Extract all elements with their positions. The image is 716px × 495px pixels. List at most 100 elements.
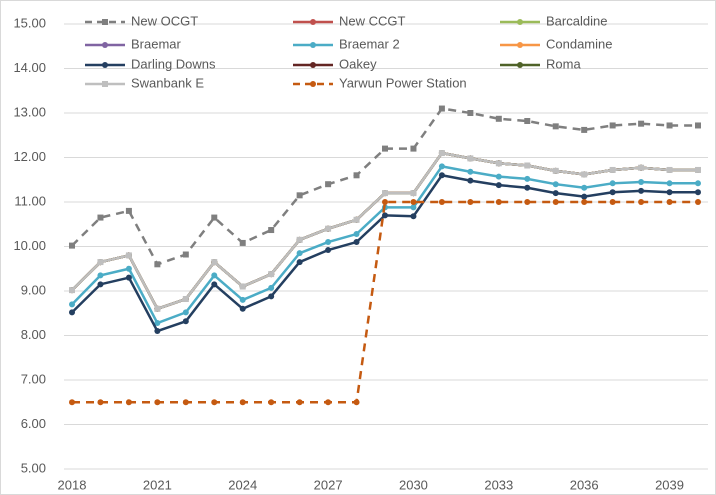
point <box>638 187 645 194</box>
point <box>552 190 559 197</box>
point <box>69 399 75 406</box>
point <box>211 214 218 221</box>
point <box>410 190 417 197</box>
point <box>268 399 275 406</box>
x-tick-label: 2018 <box>58 477 87 492</box>
point <box>438 163 445 170</box>
y-tick-label: 6.00 <box>21 416 46 431</box>
legend-marker <box>102 81 108 87</box>
x-tick-label: 2039 <box>655 477 684 492</box>
point <box>524 184 531 191</box>
point <box>638 178 645 185</box>
point <box>581 126 588 133</box>
point <box>125 265 132 272</box>
point <box>97 214 104 221</box>
point <box>154 399 161 406</box>
point <box>353 172 360 179</box>
point <box>268 293 275 300</box>
point <box>495 173 502 180</box>
point <box>154 328 161 335</box>
point <box>609 166 616 173</box>
point <box>69 242 75 249</box>
legend-marker <box>310 42 316 48</box>
point <box>69 309 75 316</box>
point <box>410 213 417 220</box>
point <box>495 160 502 167</box>
point <box>524 175 531 182</box>
x-tick-label: 2024 <box>228 477 257 492</box>
point <box>296 192 303 199</box>
x-tick-label: 2036 <box>570 477 599 492</box>
point <box>268 284 275 291</box>
x-tick-label: 2030 <box>399 477 428 492</box>
point <box>695 166 701 173</box>
legend-label: Condamine <box>546 36 613 51</box>
point <box>467 177 474 184</box>
x-tick-label: 2027 <box>314 477 343 492</box>
y-tick-label: 8.00 <box>21 327 46 342</box>
legend-marker <box>102 19 108 25</box>
point <box>239 239 246 246</box>
point <box>353 399 360 406</box>
point <box>438 105 445 112</box>
point <box>211 272 218 279</box>
point <box>182 296 189 303</box>
legend-marker <box>102 62 108 68</box>
point <box>609 199 616 205</box>
point <box>97 272 104 279</box>
y-tick-label: 10.00 <box>13 238 46 253</box>
point <box>69 287 75 294</box>
point <box>268 271 275 278</box>
y-tick-label: 5.00 <box>21 460 46 475</box>
point <box>638 164 645 171</box>
legend-label: Roma <box>546 56 581 71</box>
point <box>495 182 502 189</box>
y-tick-label: 13.00 <box>13 104 46 119</box>
point <box>211 399 218 406</box>
point <box>410 145 417 152</box>
point <box>353 231 360 238</box>
point <box>467 155 474 162</box>
point <box>467 168 474 175</box>
series-line <box>72 200 698 404</box>
legend-marker <box>102 42 108 48</box>
point <box>524 162 531 169</box>
point <box>695 199 701 205</box>
point <box>182 399 189 406</box>
point <box>638 199 645 205</box>
point <box>495 199 502 205</box>
point <box>97 399 104 406</box>
x-tick-label: 2021 <box>143 477 172 492</box>
point <box>296 259 303 266</box>
point <box>609 122 616 129</box>
point <box>524 199 531 205</box>
point <box>552 167 559 174</box>
point <box>467 110 474 116</box>
legend-marker <box>517 62 523 68</box>
legend-marker <box>310 81 316 87</box>
point <box>325 399 332 406</box>
point <box>125 399 132 406</box>
point <box>268 227 275 234</box>
legend-marker <box>517 19 523 25</box>
point <box>695 189 701 196</box>
y-tick-label: 9.00 <box>21 282 46 297</box>
point <box>609 180 616 187</box>
point <box>239 296 246 303</box>
legend-label: New CCGT <box>339 13 406 28</box>
point <box>353 239 360 246</box>
point <box>154 305 161 312</box>
point <box>125 207 132 214</box>
point <box>325 181 332 188</box>
y-tick-label: 11.00 <box>14 193 46 208</box>
legend-label: New OCGT <box>131 13 198 28</box>
y-tick-label: 12.00 <box>13 149 46 164</box>
point <box>182 318 189 325</box>
point <box>581 193 588 200</box>
point <box>154 320 161 327</box>
legend-label: Swanbank E <box>131 75 204 90</box>
point <box>325 247 332 254</box>
point <box>410 199 417 205</box>
legend-label: Darling Downs <box>131 56 216 71</box>
